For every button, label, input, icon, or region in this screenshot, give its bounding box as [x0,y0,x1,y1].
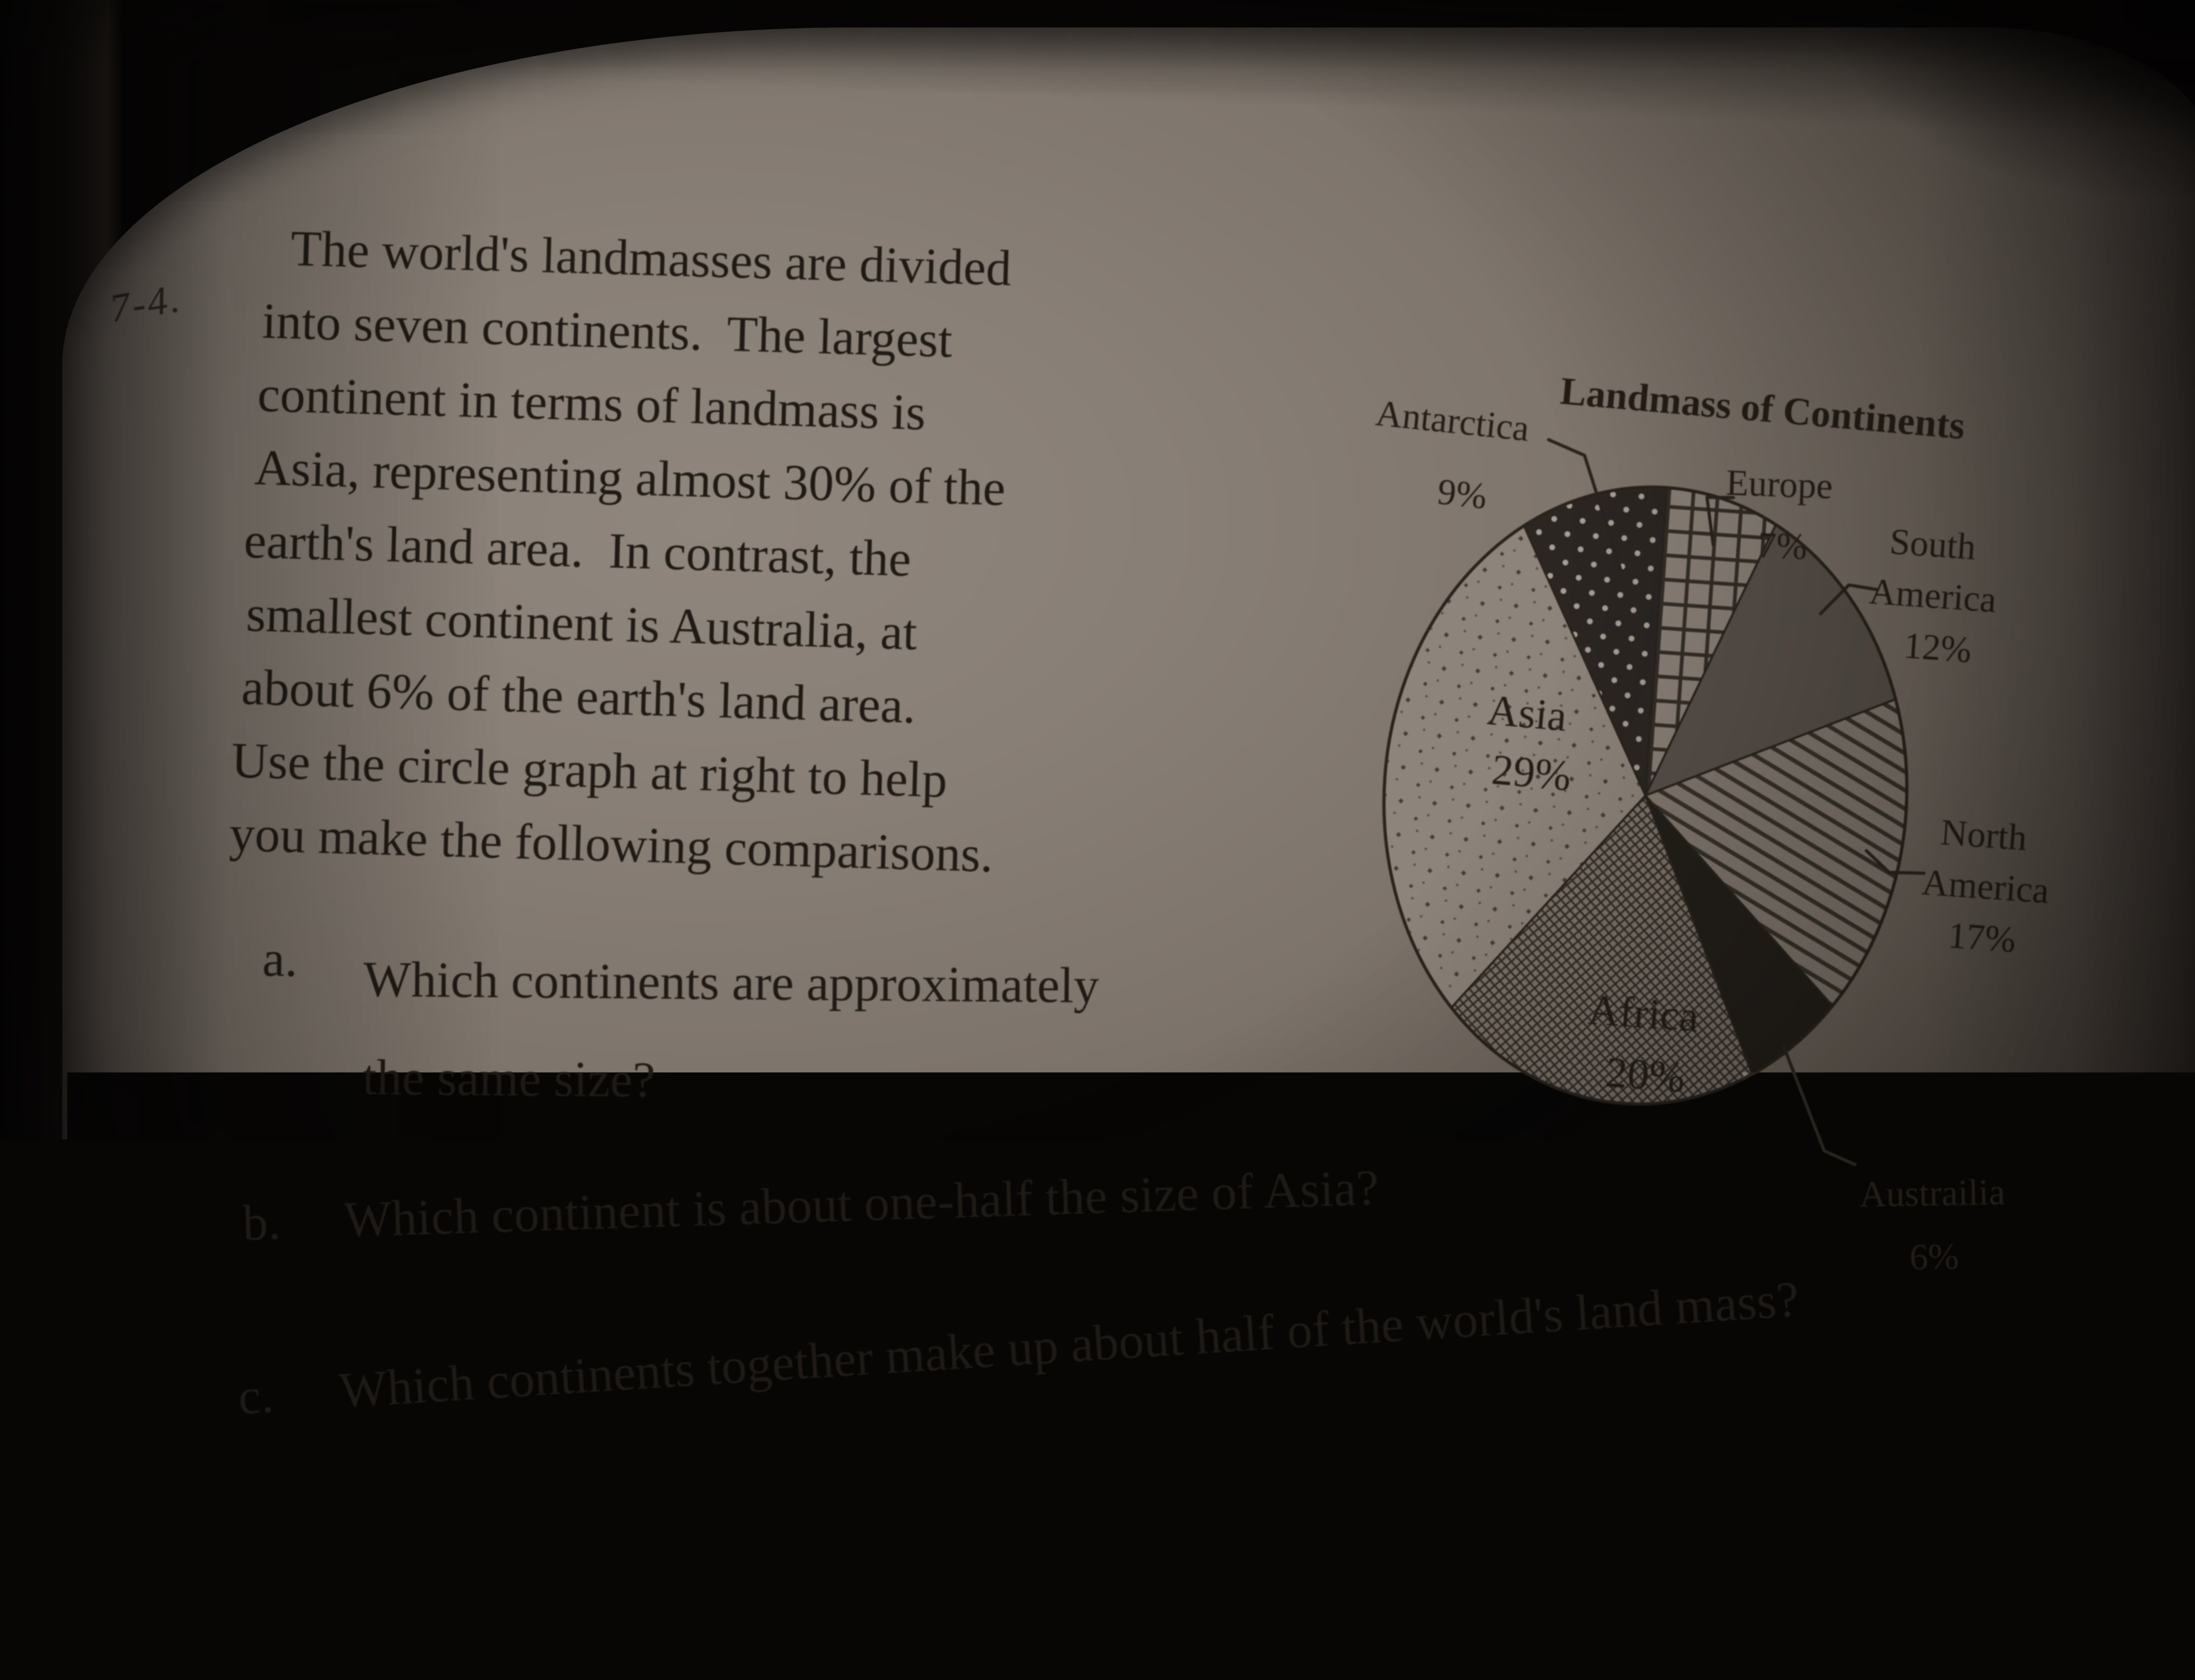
ghost-bleedthrough-text: so that misunder [337,1431,1341,1539]
leader-line-austrailia [1776,1047,1863,1164]
label-north-america-2: America [1921,862,2050,912]
label-antarctica-pct: 9% [1436,472,1489,517]
label-south-america-pct: 12% [1903,625,1973,671]
label-south-america-2: America [1868,571,1998,621]
problem-paragraph: The world's landmasses are divided into … [228,210,1302,899]
question-b-text: Which continent is about one-half the si… [343,1158,1380,1249]
question-a: a. Which continents are approximately th… [261,929,1099,1133]
pie-chart: Landmass of Continents Antarctica 9% Eur… [1223,308,2175,1339]
label-europe-name: Europe [1725,463,1834,507]
label-south-america-1: South [1888,521,1977,568]
page-content: 7-4. The world's landmasses are divided … [0,0,2195,1646]
question-b-label: b. [242,1190,345,1252]
question-a-label: a. [261,929,364,1127]
question-a-text: Which continents are approximately the s… [362,930,1099,1133]
photo-of-textbook-page: { "problem": { "number": "7-4.", "paragr… [0,0,2195,1646]
label-north-america-pct: 17% [1946,915,2017,961]
question-c-label: c. [236,1361,341,1426]
label-asia-name: Asia [1485,685,1569,740]
problem-number: 7-4. [107,275,185,332]
label-europe-pct: 7% [1757,525,1808,567]
label-africa-name: Africa [1587,985,1700,1041]
label-antarctica-name: Antarctica [1374,393,1531,450]
label-africa-pct: 20% [1604,1048,1686,1101]
label-asia-pct: 29% [1490,745,1573,800]
page-corner-digits: 0000 [1922,1596,2077,1679]
question-b: b. Which continent is about one-half the… [242,1158,1379,1252]
label-north-america-1: North [1940,812,2028,858]
label-austrailia-name: Austrailia [1859,1172,2005,1215]
chart-title: Landmass of Continents [1559,369,1967,448]
question-a-line2: the same size? [362,1028,1099,1133]
question-a-line1: Which continents are approximately [363,930,1100,1035]
label-austrailia-pct: 6% [1909,1236,1959,1278]
